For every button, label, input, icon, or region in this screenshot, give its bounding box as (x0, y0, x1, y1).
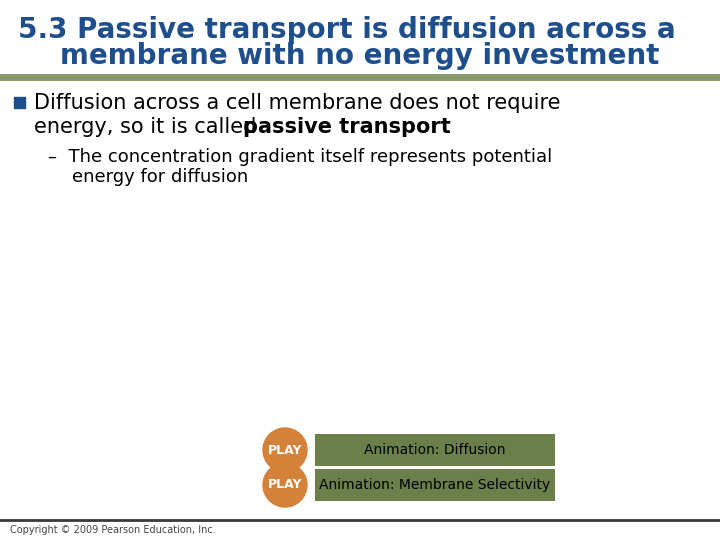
Text: passive transport: passive transport (243, 117, 451, 137)
Text: PLAY: PLAY (268, 443, 302, 456)
Text: 5.3 Passive transport is diffusion across a: 5.3 Passive transport is diffusion acros… (18, 16, 675, 44)
Text: Diffusion across a cell membrane does not require: Diffusion across a cell membrane does no… (34, 93, 560, 113)
Text: energy for diffusion: energy for diffusion (72, 168, 248, 186)
Circle shape (263, 463, 307, 507)
Text: PLAY: PLAY (268, 478, 302, 491)
Bar (14, 97, 25, 108)
Text: membrane with no energy investment: membrane with no energy investment (60, 42, 660, 70)
Text: energy, so it is called: energy, so it is called (34, 117, 263, 137)
Text: Copyright © 2009 Pearson Education, Inc.: Copyright © 2009 Pearson Education, Inc. (10, 525, 216, 535)
Circle shape (263, 428, 307, 472)
Text: Animation: Diffusion: Animation: Diffusion (364, 443, 505, 457)
Text: –  The concentration gradient itself represents potential: – The concentration gradient itself repr… (48, 148, 552, 166)
FancyBboxPatch shape (315, 469, 555, 501)
FancyBboxPatch shape (315, 434, 555, 466)
Text: Animation: Membrane Selectivity: Animation: Membrane Selectivity (320, 478, 551, 492)
